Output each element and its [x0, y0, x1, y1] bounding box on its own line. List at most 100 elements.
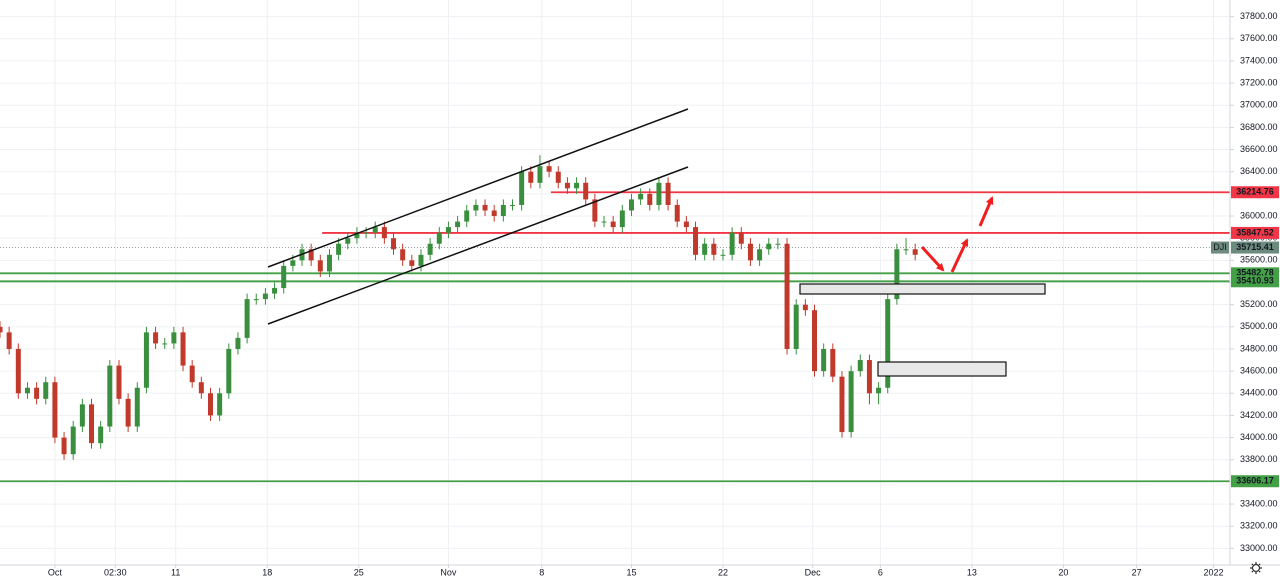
candle-body: [766, 243, 772, 250]
x-tick-label: 15: [626, 567, 636, 577]
candle-body: [180, 332, 186, 366]
x-tick-label: 13: [967, 567, 977, 577]
candle-body: [903, 249, 909, 251]
level-tag: [1231, 475, 1279, 488]
candle-body: [574, 182, 580, 189]
candle-body: [729, 232, 735, 255]
candle-body: [528, 171, 534, 183]
candle-body: [354, 232, 360, 239]
x-tick-label: Nov: [440, 567, 457, 577]
arrow: [978, 196, 994, 227]
candle-body: [6, 332, 12, 349]
candle-body: [418, 254, 424, 266]
candle-body: [812, 310, 818, 372]
candle-body: [24, 387, 30, 394]
candle-body: [290, 260, 296, 266]
candle-body: [537, 166, 543, 183]
y-tick-label: 34400.00: [1240, 388, 1278, 398]
candle-body: [207, 393, 213, 416]
candle-body: [98, 426, 104, 444]
candle-body: [848, 371, 854, 433]
candle-body: [793, 304, 799, 349]
candle-body: [336, 243, 342, 255]
candle-body: [226, 348, 232, 394]
candle-body: [866, 360, 872, 394]
settings-icon[interactable]: [1250, 562, 1262, 574]
candle-body: [436, 232, 442, 244]
candle-body: [583, 182, 589, 200]
candle-body: [628, 199, 634, 211]
candle-body: [647, 193, 653, 205]
level-tag-label: 35482.78: [1236, 268, 1274, 278]
candle-body: [235, 337, 241, 349]
x-tick-label: 27: [1132, 567, 1142, 577]
candle-body: [455, 221, 461, 228]
y-tick-label: 34200.00: [1240, 410, 1278, 420]
candle-body: [482, 204, 488, 211]
y-tick-label: 33400.00: [1240, 498, 1278, 508]
candle-body: [683, 221, 689, 228]
candle-body: [162, 343, 168, 345]
candle-body: [555, 171, 561, 183]
x-tick-label: 8: [539, 567, 544, 577]
drawings: [267, 108, 1046, 377]
y-tick-label: 37200.00: [1240, 77, 1278, 87]
y-tick-label: 35200.00: [1240, 299, 1278, 309]
candle-body: [473, 204, 479, 211]
candle-body: [601, 221, 607, 223]
candle-body: [363, 232, 369, 234]
candle-body: [253, 299, 259, 301]
y-tick-label: 37400.00: [1240, 55, 1278, 65]
level-tag-label: 35847.52: [1236, 227, 1274, 237]
zone-box: [877, 361, 1007, 377]
level-tag-label: 33606.17: [1236, 476, 1274, 486]
x-tick-label: 6: [878, 567, 883, 577]
y-tick-label: 37800.00: [1240, 11, 1278, 21]
candle-body: [272, 288, 278, 294]
candle-body: [564, 182, 570, 189]
channel-upper: [267, 108, 689, 268]
x-tick-label: Oct: [48, 567, 63, 577]
candle-body: [153, 332, 159, 344]
candle-body: [372, 227, 378, 233]
price-tag-label: 35715.41: [1236, 242, 1274, 252]
candle-body: [876, 387, 882, 394]
x-tick-label: 2022: [1204, 567, 1224, 577]
y-tick-label: 33800.00: [1240, 454, 1278, 464]
candle-body: [61, 437, 67, 455]
candle-body: [720, 254, 726, 256]
candle-body: [500, 204, 506, 217]
candle-body: [638, 193, 644, 200]
candle-body: [79, 404, 85, 427]
candle-body: [885, 299, 891, 388]
candle-body: [107, 365, 113, 427]
y-tick-label: 36400.00: [1240, 166, 1278, 176]
candle-body: [345, 238, 351, 244]
zone-box: [799, 283, 1046, 295]
y-tick-label: 35000.00: [1240, 321, 1278, 331]
candle-body: [15, 348, 21, 394]
candle-body: [894, 249, 900, 300]
candle-body: [244, 299, 250, 338]
candle-body: [381, 227, 387, 239]
symbol-label: DJI: [1213, 242, 1227, 252]
candle-body: [656, 182, 662, 205]
y-tick-label: 34600.00: [1240, 366, 1278, 376]
y-tick-label: 33200.00: [1240, 521, 1278, 531]
candle-body: [326, 254, 332, 272]
candle-body: [171, 332, 177, 344]
candle-body: [665, 182, 671, 205]
candle-body: [400, 249, 406, 261]
candle-body: [189, 365, 195, 383]
candle-body: [775, 243, 781, 245]
candle-body: [757, 249, 763, 261]
candle-body: [491, 210, 497, 217]
x-tick-label: 22: [718, 567, 728, 577]
arrow: [950, 238, 969, 273]
candle-body: [592, 199, 598, 222]
candle-body: [674, 204, 680, 222]
candle-body: [89, 404, 95, 444]
channel-lower: [267, 166, 689, 325]
x-tick-label: 02:30: [104, 567, 127, 577]
